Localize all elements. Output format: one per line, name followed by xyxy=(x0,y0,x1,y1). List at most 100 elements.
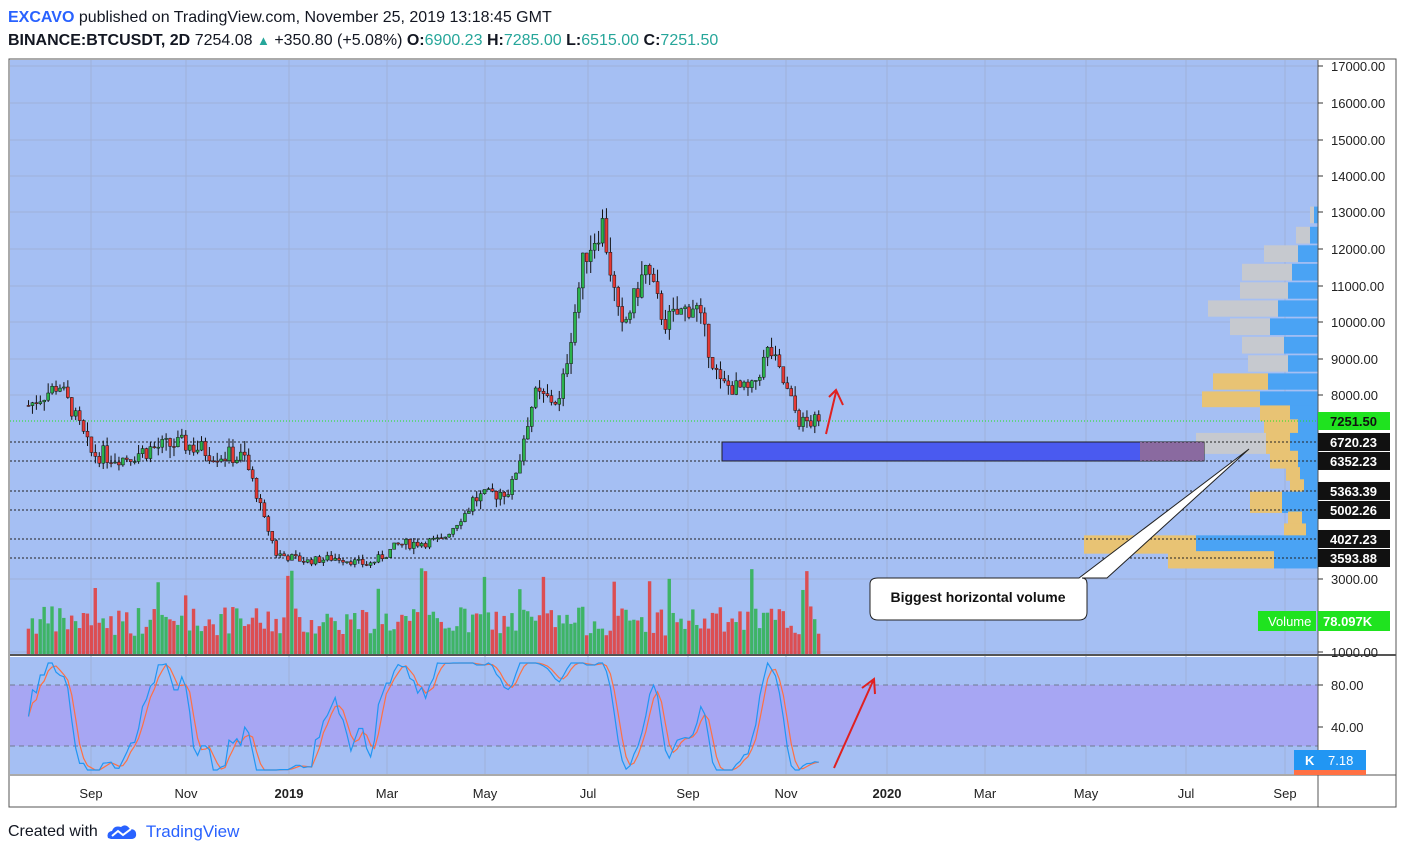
candle-body xyxy=(793,395,797,411)
candle-body xyxy=(604,218,609,253)
candle-body xyxy=(467,510,471,514)
profile-bar-down xyxy=(1266,432,1290,454)
profile-bar-down xyxy=(1213,373,1268,390)
volume-bar xyxy=(561,623,565,654)
profile-bar-up xyxy=(1292,263,1318,281)
candle-body xyxy=(588,249,593,262)
candle-body xyxy=(38,401,43,404)
stochastic-axis[interactable]: 80.00 40.00 K 7.18 xyxy=(1294,678,1366,775)
candle-body xyxy=(388,548,392,558)
candle-body xyxy=(404,538,408,545)
volume-bar xyxy=(514,630,518,654)
volume-bar xyxy=(176,624,180,654)
candle-body xyxy=(549,395,554,403)
volume-bar xyxy=(223,607,227,654)
volume-bar xyxy=(632,619,636,654)
last-price: 7254.08 xyxy=(194,32,253,49)
volume-bar xyxy=(148,619,152,654)
candle-body xyxy=(62,386,66,389)
low-value: 6515.00 xyxy=(581,32,640,49)
volume-bar xyxy=(541,576,546,654)
time-axis[interactable]: Sep Nov 2019 Mar May Jul Sep Nov 2020 Mar May Jul Se… xyxy=(79,786,1296,801)
candle-body xyxy=(761,356,766,378)
volume-bar xyxy=(419,568,424,654)
profile-bar-up xyxy=(1298,419,1318,438)
level-price-tag xyxy=(1318,529,1390,548)
volume-bar xyxy=(813,619,817,654)
volume-bar xyxy=(470,614,475,654)
symbol-name[interactable]: BINANCE:BTCUSDT, 2D xyxy=(8,32,191,49)
price-axis[interactable]: 17000.00 16000.00 15000.00 14000.00 13000.00… xyxy=(1318,59,1385,660)
main-price-pane[interactable] xyxy=(10,60,1318,654)
candle-body xyxy=(455,525,459,529)
stochastic-lines xyxy=(27,661,819,771)
profile-bar-up xyxy=(1290,432,1318,454)
close-value: 7251.50 xyxy=(660,32,719,49)
volume-bar xyxy=(518,589,522,654)
stochastic-up-arrow xyxy=(833,677,876,769)
volume-bar xyxy=(714,613,719,654)
annotation-callout: Biggest horizontal volume xyxy=(869,448,1250,621)
profile-bar-gray xyxy=(1208,300,1278,317)
volume-bar xyxy=(301,631,306,654)
created-with-text: Created with xyxy=(8,823,98,840)
volume-bar xyxy=(647,581,652,654)
candle-body xyxy=(750,380,754,388)
candle-body xyxy=(419,543,424,547)
candle-body xyxy=(423,543,428,548)
volume-bar xyxy=(702,618,707,654)
tradingview-brand[interactable]: TradingView xyxy=(145,822,240,841)
volume-bar xyxy=(569,623,573,654)
volume-bar xyxy=(404,616,408,654)
candle-body xyxy=(180,434,184,438)
time-axis-label: May xyxy=(1074,786,1099,801)
profile-bar-up xyxy=(1302,511,1318,525)
candle-body xyxy=(400,543,404,546)
profile-bar-gray xyxy=(1296,226,1310,244)
volume-bar xyxy=(455,626,459,654)
volume-bar xyxy=(364,612,369,654)
candle-body xyxy=(70,397,74,417)
candle-body xyxy=(797,410,801,427)
volume-bar xyxy=(463,608,467,654)
candle-body xyxy=(699,305,703,314)
profile-bar-down xyxy=(1286,467,1300,481)
candle-body xyxy=(624,319,628,323)
zone-overlap xyxy=(1140,441,1204,461)
candle-body xyxy=(125,457,129,460)
volume-bar xyxy=(305,632,310,654)
candle-body xyxy=(494,491,499,500)
last-price-tag xyxy=(1318,412,1390,430)
candle-body xyxy=(754,380,758,382)
candle-body xyxy=(77,410,82,421)
publisher-name[interactable]: EXCAVO xyxy=(8,9,75,26)
open-value: 6900.23 xyxy=(424,32,483,49)
profile-bar-gray xyxy=(1242,263,1292,281)
volume-bar xyxy=(529,616,534,654)
callout-text: Biggest horizontal volume xyxy=(890,589,1065,605)
candle-body xyxy=(659,293,664,320)
volume-bar xyxy=(239,618,243,654)
candle-body xyxy=(695,305,699,310)
volume-bar xyxy=(691,609,695,654)
candle-body xyxy=(490,488,495,492)
volume-bar xyxy=(105,628,109,654)
candle-body xyxy=(211,460,216,463)
candle-body xyxy=(785,382,790,389)
candle-body xyxy=(647,265,652,275)
time-axis-label: 2020 xyxy=(873,786,902,801)
volume-tag-name-bg xyxy=(1258,611,1316,631)
candle-body xyxy=(101,445,105,464)
time-axis-label: Mar xyxy=(974,786,997,801)
volume-bar xyxy=(667,578,671,654)
volume-bar xyxy=(325,613,329,654)
volume-bar xyxy=(789,625,793,654)
volume-bar xyxy=(69,615,74,654)
volume-bar xyxy=(207,619,211,654)
volume-bar xyxy=(573,622,577,654)
volume-bar xyxy=(765,612,770,654)
candle-body xyxy=(113,461,117,464)
candle-body xyxy=(687,306,691,318)
volume-bar xyxy=(380,624,384,654)
